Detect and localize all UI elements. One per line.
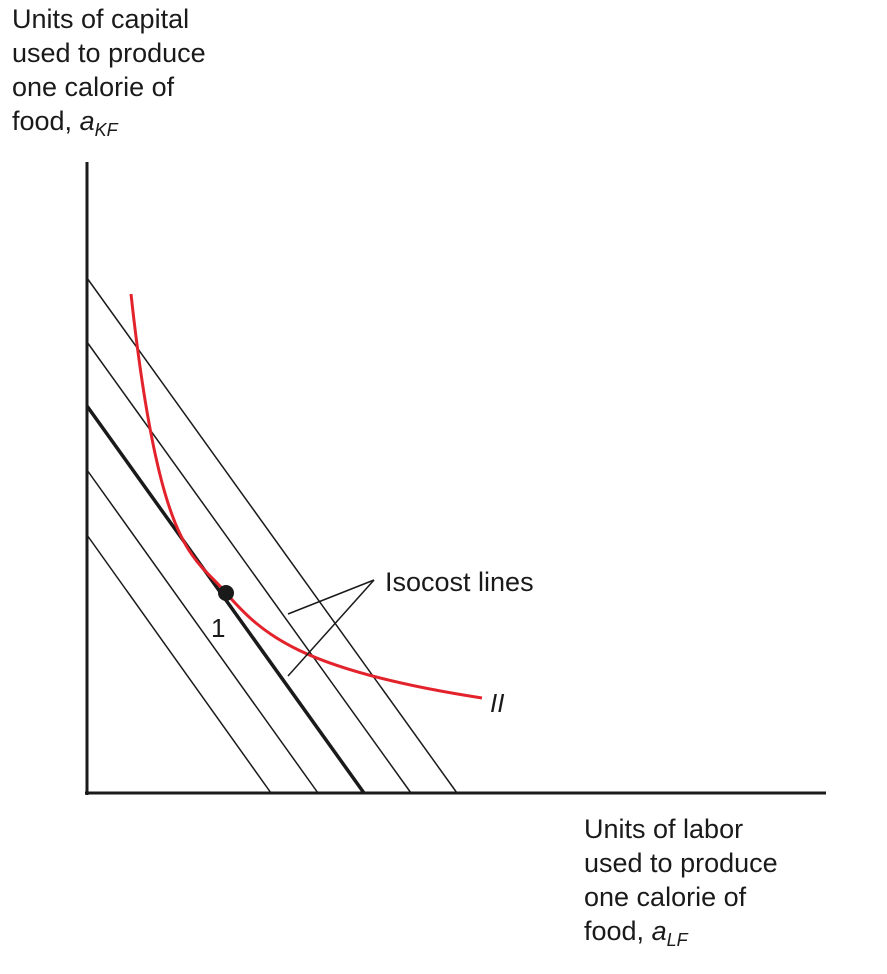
x-axis-symbol: a [651, 916, 667, 946]
x-axis-label-line-3: one calorie of [584, 882, 747, 912]
y-axis-label-line-2: used to produce [12, 38, 206, 68]
y-axis-label: Units of capital used to produce one cal… [12, 2, 206, 147]
tangency-point [218, 585, 234, 601]
y-axis-label-line-4: food, aKF [12, 104, 206, 147]
y-axis-label-line-1: Units of capital [12, 4, 190, 34]
x-axis-label-line-4: food, aLF [584, 914, 778, 957]
isoquant-curve [129, 293, 483, 700]
isocost-pointer-1 [287, 579, 375, 615]
x-axis-label-line-1: Units of labor [584, 814, 744, 844]
isocost-pointer-2 [287, 579, 375, 677]
x-axis-label-line-2: used to produce [584, 848, 778, 878]
curve-label: II [490, 688, 504, 718]
y-axis-label-prefix: food, [12, 106, 80, 136]
isocost-line-2 [86, 469, 319, 794]
isocost-label: Isocost lines [385, 567, 534, 597]
y-axis-label-line-3: one calorie of [12, 72, 175, 102]
y-axis-symbol: a [79, 106, 95, 136]
x-axis-subscript: LF [666, 930, 688, 950]
isocost-line-1 [86, 534, 272, 794]
isocost-line-5 [86, 277, 458, 794]
x-axis-label-prefix: food, [584, 916, 652, 946]
point-label: 1 [211, 613, 225, 643]
x-axis-label: Units of labor used to produce one calor… [584, 812, 778, 957]
y-axis-subscript: KF [94, 120, 118, 140]
isocost-line-4 [86, 341, 412, 794]
